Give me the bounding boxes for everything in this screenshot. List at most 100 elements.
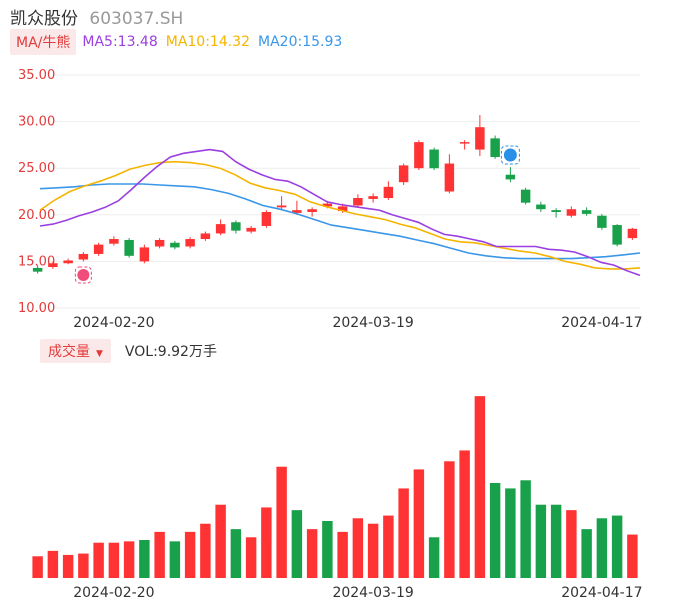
ma20-value: MA20:15.93 [258, 34, 343, 50]
y-tick-label: 15.00 [18, 254, 55, 269]
volume-bar [474, 396, 486, 578]
volume-bar [291, 510, 303, 578]
volume-bar [581, 529, 592, 578]
volume-legend: 成交量 ▼ VOL:9.92万手 [40, 339, 217, 363]
candle-body [215, 224, 226, 234]
candle-body [337, 206, 348, 212]
volume-bar [413, 469, 425, 578]
volume-bar [550, 504, 562, 578]
candle-body [124, 239, 134, 256]
candle-body [627, 228, 638, 239]
volume-bar [520, 480, 531, 578]
volume-bar [78, 553, 89, 578]
candle-body [139, 247, 150, 262]
volume-bar [322, 521, 333, 578]
volume-bar [93, 542, 104, 578]
y-tick-label: 35.00 [18, 68, 55, 83]
candle-body [292, 210, 302, 213]
volume-bar [383, 515, 394, 578]
candle-body [353, 198, 363, 206]
y-tick-label: 20.00 [18, 208, 55, 223]
candle-body [459, 142, 470, 144]
volume-bar [261, 507, 272, 578]
volume-bar [535, 504, 547, 578]
candle-body [444, 163, 455, 192]
bull-marker-icon [74, 266, 92, 284]
candle-body [322, 203, 333, 207]
ma10-value: MA10:14.32 [165, 34, 251, 50]
ma20-line [39, 183, 641, 260]
bull-marker-dot [77, 269, 90, 281]
volume-bar [596, 518, 608, 578]
stock-header: 凯众股份 603037.SH [10, 4, 183, 29]
candle-body [368, 196, 378, 199]
volume-indicator-label: 成交量 [48, 344, 90, 360]
volume-bar [459, 450, 470, 578]
volume-bar [276, 466, 287, 578]
volume-bar [47, 550, 59, 578]
candle-body [63, 260, 73, 264]
y-tick-label: 10.00 [18, 301, 55, 316]
candle-body [231, 222, 241, 231]
candle-body [475, 127, 485, 150]
volume-bar [367, 523, 379, 578]
candle-body [520, 189, 531, 203]
ma5-value: MA5:13.48 [82, 34, 158, 50]
volume-bar [154, 531, 165, 578]
volume-value: VOL:9.92万手 [124, 344, 217, 360]
candle-body [566, 209, 577, 216]
volume-bar [444, 461, 455, 578]
volume-bar [306, 529, 318, 578]
bear-marker-dot [503, 148, 517, 162]
ma-toggle-button[interactable]: MA/牛熊 [10, 29, 77, 55]
x-tick-label: 2024-02-20 [73, 315, 154, 331]
bear-marker-icon [500, 145, 520, 165]
volume-bar [566, 510, 577, 578]
candle-body [185, 239, 195, 247]
volume-bar [505, 488, 516, 578]
x-tick-label: 2024-03-19 [332, 585, 413, 601]
candle-body [78, 253, 89, 260]
volume-bar [611, 515, 623, 578]
x-tick-label: 2024-02-20 [73, 585, 154, 601]
stock-code: 603037.SH [89, 9, 184, 29]
caret-down-icon: ▼ [96, 349, 103, 359]
volume-indicator-dropdown[interactable]: 成交量 ▼ [40, 339, 111, 363]
volume-bar [123, 541, 135, 578]
ma-legend: MA/牛熊 MA5:13.48 MA10:14.32 MA20:15.93 [10, 29, 343, 55]
volume-bar [337, 531, 348, 578]
candle-body [261, 212, 272, 226]
candle-body [48, 263, 58, 267]
stock-name: 凯众股份 [10, 9, 78, 29]
candle-body [581, 210, 592, 214]
volume-bar [245, 537, 257, 578]
volume-bar [230, 529, 242, 578]
candle-body [597, 215, 607, 228]
candle-body [429, 149, 439, 169]
volume-bar [627, 534, 638, 578]
x-tick-label: 2024-04-17 [561, 585, 642, 601]
candle-body [536, 204, 546, 210]
y-tick-label: 25.00 [18, 161, 55, 176]
candle-body [505, 174, 516, 180]
candle-body [383, 186, 394, 199]
candle-body [414, 142, 424, 169]
x-tick-label: 2024-03-19 [332, 315, 413, 331]
volume-bar [62, 554, 74, 578]
volume-bar [489, 483, 501, 578]
volume-bar [108, 542, 120, 578]
candle-body [246, 227, 256, 232]
y-tick-label: 30.00 [18, 115, 55, 130]
volume-bar [32, 556, 43, 578]
volume-bar [428, 537, 440, 578]
candle-body [93, 244, 104, 254]
volume-bar [169, 541, 181, 578]
candle-body [154, 239, 165, 247]
volume-bar [215, 504, 226, 578]
candle-body [398, 165, 409, 183]
candle-body [307, 209, 317, 213]
volume-bar [352, 518, 364, 578]
ma10-line [39, 160, 641, 270]
candle-body [612, 225, 622, 245]
